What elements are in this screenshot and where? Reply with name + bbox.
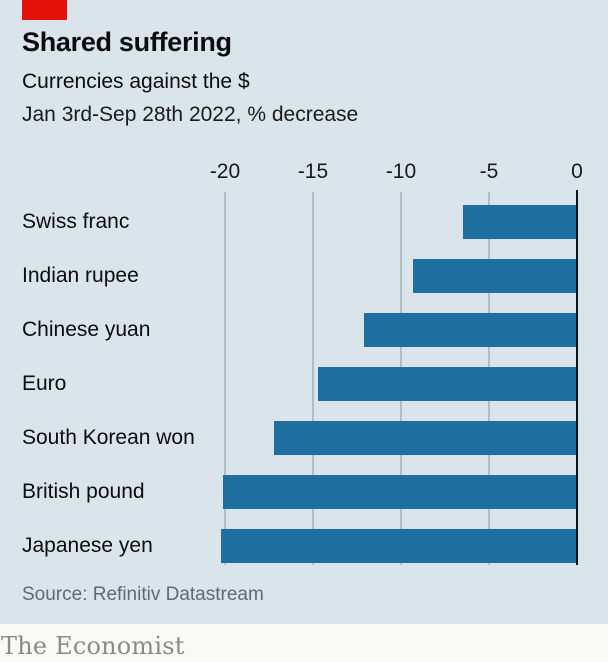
category-label: British pound	[22, 480, 145, 503]
category-label: Indian rupee	[22, 264, 139, 287]
economist-red-tab	[22, 0, 67, 20]
category-label: Euro	[22, 372, 67, 395]
economist-wordmark: The Economist	[1, 632, 185, 660]
x-tick-label: -15	[297, 160, 329, 183]
x-tick-label: 0	[571, 160, 583, 183]
gridline--20	[224, 192, 226, 565]
chart-subtitle: Currencies against the $	[22, 70, 250, 93]
bar-south-korean-won	[274, 421, 577, 455]
chart-period-note: Jan 3rd-Sep 28th 2022, % decrease	[22, 103, 359, 126]
category-label: South Korean won	[22, 426, 195, 449]
bar-british-pound	[223, 475, 577, 509]
chart-title: Shared suffering	[22, 27, 232, 57]
chart-background	[0, 0, 608, 624]
source-note: Source: Refinitiv Datastream	[22, 584, 264, 605]
plot-area: -20 -15 -10 -5 0 Swiss franc Indian rupee Chine…	[22, 160, 583, 565]
gridline--15	[312, 192, 314, 565]
bar-swiss-franc	[462, 205, 577, 239]
category-label: Japanese yen	[22, 534, 153, 557]
bar-chinese-yuan	[364, 313, 577, 347]
x-tick-label: -20	[209, 160, 241, 183]
bar-japanese-yen	[221, 529, 577, 563]
x-tick-label: -10	[385, 160, 417, 183]
category-label: Chinese yuan	[22, 318, 151, 341]
zero-axis-line	[576, 190, 578, 565]
bar-indian-rupee	[413, 259, 577, 293]
bar-euro	[318, 367, 577, 401]
category-label: Swiss franc	[22, 210, 130, 233]
x-tick-label: -5	[479, 160, 499, 183]
footer-strip: The Economist	[0, 624, 608, 662]
